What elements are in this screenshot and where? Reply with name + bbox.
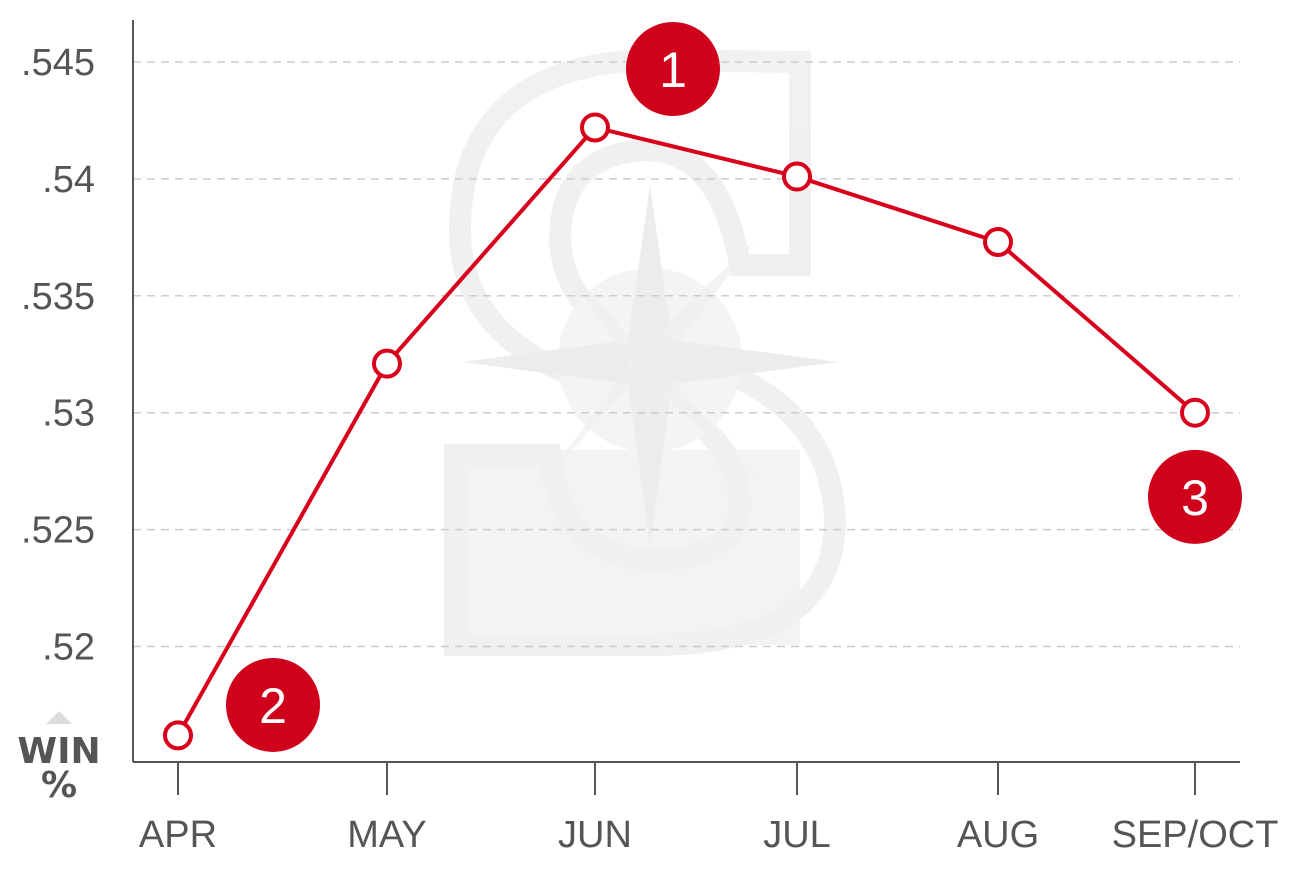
data-point	[983, 227, 1013, 258]
x-tick-label: MAY	[347, 814, 427, 856]
y-axis-label-line-2: %	[41, 765, 77, 806]
y-tick-label: .52	[42, 627, 95, 669]
callout-circle	[626, 22, 720, 117]
callout-marker-2: 2	[226, 657, 320, 752]
y-tick-label: .54	[42, 159, 95, 201]
callout-label: 2	[259, 678, 287, 734]
y-axis-label-line-1: WIN	[17, 731, 100, 772]
y-tick-label: .545	[21, 42, 95, 84]
up-arrow-icon	[46, 711, 72, 724]
callout-label: 3	[1181, 470, 1209, 526]
callout-label: 1	[659, 42, 687, 98]
y-axis-label: WIN %	[17, 711, 101, 806]
callouts: 1 2 3	[226, 22, 1242, 752]
callout-marker-3: 3	[1148, 449, 1242, 544]
x-tick-label: JUN	[558, 814, 632, 856]
series-line-path	[176, 125, 1197, 737]
data-point	[163, 720, 193, 751]
x-tick-label: SEP/OCT	[1112, 814, 1279, 856]
y-axis-tick-labels: .52 .525 .53 .535 .54 .545	[21, 42, 95, 669]
data-point	[372, 348, 402, 379]
x-axis-tick-labels: APR MAY JUN JUL AUG SEP/OCT	[139, 814, 1278, 856]
x-tick-label: JUL	[763, 814, 831, 856]
axes	[132, 20, 1240, 795]
y-tick-label: .53	[42, 393, 95, 435]
callout-circle	[1148, 449, 1242, 544]
series-line	[176, 125, 1197, 737]
y-tick-label: .535	[21, 276, 95, 318]
data-point	[1180, 397, 1210, 428]
data-point	[782, 161, 812, 192]
seattle-mariners-compass-icon	[444, 48, 847, 656]
x-tick-label: AUG	[957, 814, 1039, 856]
callout-circle	[226, 657, 320, 752]
y-tick-label: .525	[21, 510, 95, 552]
x-tick-label: APR	[139, 814, 217, 856]
callout-marker-1: 1	[626, 22, 720, 117]
data-points	[163, 112, 1210, 751]
data-point	[580, 112, 610, 143]
